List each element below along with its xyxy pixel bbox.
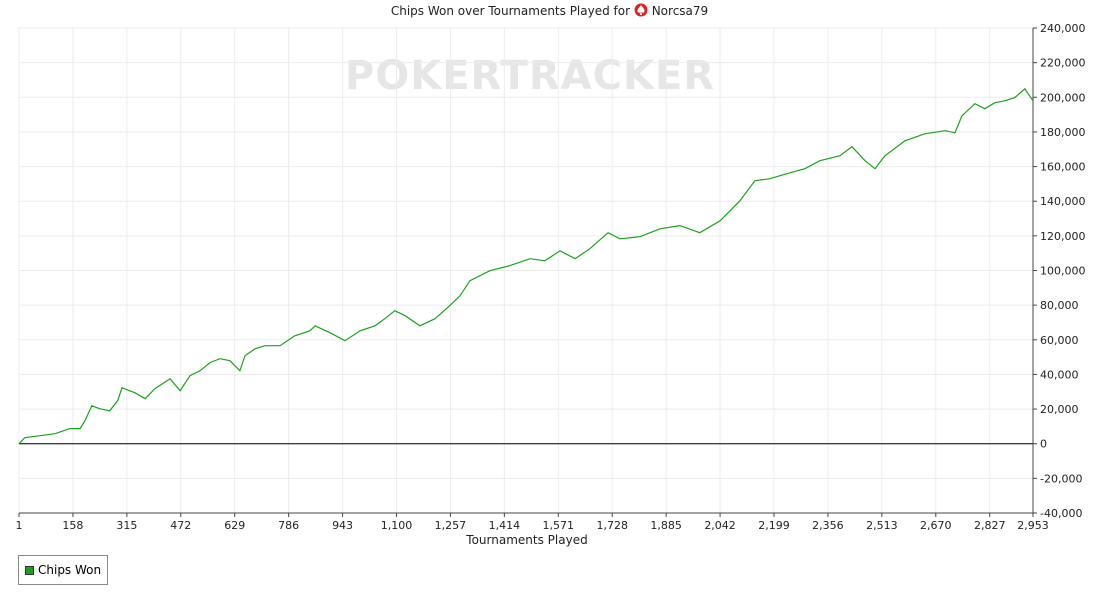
- x-tick-label: 315: [116, 519, 137, 532]
- x-tick-label: 1,100: [381, 519, 413, 532]
- y-tick-label: -40,000: [1040, 507, 1082, 520]
- x-tick-label: 629: [224, 519, 245, 532]
- y-tick-label: 200,000: [1040, 91, 1086, 104]
- x-tick-label: 2,827: [974, 519, 1006, 532]
- chart: POKERTRACKER Tournaments Played -40,000 -…: [16, 22, 1086, 547]
- data-line: [18, 87, 1034, 445]
- chart-title: Chips Won over Tournaments Played for: [390, 4, 631, 18]
- legend-swatch: [25, 565, 34, 575]
- x-tick-label: 2,356: [812, 519, 844, 532]
- player-name: Norcsa79: [651, 4, 709, 18]
- y-tick-label: 240,000: [1040, 22, 1086, 35]
- y-tick-label: 220,000: [1040, 57, 1086, 70]
- x-tick-label: 2,042: [704, 519, 736, 532]
- y-tick-label: 60,000: [1040, 334, 1079, 347]
- x-tick-label: 2,199: [758, 519, 790, 532]
- x-axis-label: Tournaments Played: [465, 533, 587, 547]
- x-tick-label: 1,414: [489, 519, 521, 532]
- spade-icon: [634, 3, 648, 17]
- y-tick-label: 120,000: [1040, 230, 1086, 243]
- x-tick-label: 1,571: [543, 519, 575, 532]
- x-tick-label: 1: [16, 519, 23, 532]
- x-tick-label: 786: [278, 519, 299, 532]
- chart-title-row: Chips Won over Tournaments Played for No…: [0, 3, 1099, 18]
- y-tick-label: 100,000: [1040, 265, 1086, 278]
- x-tick-label: 158: [62, 519, 83, 532]
- x-tick-label: 2,953: [1017, 519, 1049, 532]
- y-tick-label: 80,000: [1040, 299, 1079, 312]
- x-tick-label: 2,513: [866, 519, 898, 532]
- y-tick-label: 140,000: [1040, 195, 1086, 208]
- watermark: POKERTRACKER: [345, 53, 715, 99]
- x-tick-label: 472: [170, 519, 191, 532]
- y-tick-label: 20,000: [1040, 403, 1079, 416]
- y-tick-label: 180,000: [1040, 126, 1086, 139]
- x-tick-label: 1,257: [435, 519, 467, 532]
- y-tick-label: 0: [1040, 438, 1047, 451]
- y-tick-label: 40,000: [1040, 368, 1079, 381]
- y-tick-label: 160,000: [1040, 161, 1086, 174]
- y-tick-label: -20,000: [1040, 472, 1082, 485]
- x-tick-label: 2,670: [920, 519, 952, 532]
- legend-label: Chips Won: [38, 563, 102, 577]
- x-tick-label: 1,885: [650, 519, 682, 532]
- legend: Chips Won: [18, 555, 108, 585]
- x-tick-label: 1,728: [596, 519, 628, 532]
- x-tick-label: 943: [332, 519, 353, 532]
